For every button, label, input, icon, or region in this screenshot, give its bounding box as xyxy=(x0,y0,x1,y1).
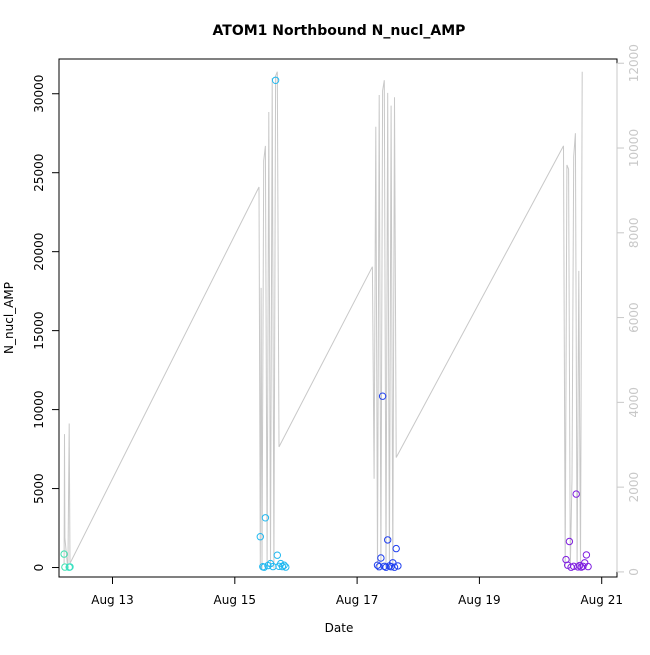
x-tick-label: Aug 15 xyxy=(214,593,257,607)
data-point xyxy=(390,563,399,571)
data-point xyxy=(373,561,382,569)
x-tick-label: Aug 21 xyxy=(580,593,623,607)
data-point xyxy=(282,563,290,571)
data-point xyxy=(280,561,288,569)
data-point xyxy=(66,563,74,571)
series-line xyxy=(63,71,583,571)
data-point xyxy=(271,76,280,85)
y2-tick-label: 4000 xyxy=(627,387,641,418)
points-layer xyxy=(60,76,592,571)
y-tick-label: 25000 xyxy=(32,154,46,192)
data-point xyxy=(582,551,591,559)
data-point xyxy=(278,562,287,571)
data-point xyxy=(378,392,387,400)
y2-tick-label: 2000 xyxy=(627,472,641,503)
y2-tick-label: 10000 xyxy=(627,129,641,167)
y-tick-label: 15000 xyxy=(32,312,46,350)
data-point xyxy=(382,563,390,571)
data-point xyxy=(377,554,385,562)
data-point xyxy=(61,563,69,571)
data-point xyxy=(261,514,270,522)
x-tick-label: Aug 13 xyxy=(91,593,134,607)
y2-tick-label: 12000 xyxy=(627,44,641,82)
x-axis: Aug 13 Aug 15 Aug 17 Aug 19 Aug 21 xyxy=(91,576,623,607)
y2-tick-label: 8000 xyxy=(627,218,641,249)
y-tick-label: 0 xyxy=(32,564,46,572)
data-point xyxy=(579,562,587,570)
y-axis: 0 5000 10000 15000 20000 25000 30000 xyxy=(32,75,60,572)
y-tick-label: 30000 xyxy=(32,75,46,113)
data-point xyxy=(394,562,402,570)
data-point xyxy=(574,563,582,571)
x-tick-label: Aug 17 xyxy=(336,593,379,607)
data-point xyxy=(565,537,574,546)
data-point xyxy=(260,563,268,571)
y2-tick-label: 0 xyxy=(627,568,641,576)
data-point xyxy=(584,562,592,571)
data-point xyxy=(384,536,392,544)
x-tick-label: Aug 19 xyxy=(458,593,501,607)
y-tick-label: 5000 xyxy=(32,473,46,504)
y-axis-label: N_nucl_AMP xyxy=(2,282,16,354)
y2-tick-label: 6000 xyxy=(627,302,641,333)
x-axis-label: Date xyxy=(325,621,354,635)
data-point xyxy=(392,544,400,553)
y-tick-label: 20000 xyxy=(32,233,46,271)
secondary-line-layer xyxy=(63,71,583,571)
data-point xyxy=(256,533,264,541)
chart-title: ATOM1 Northbound N_nucl_AMP xyxy=(213,23,466,39)
data-point xyxy=(273,551,281,559)
y-tick-label: 10000 xyxy=(32,391,46,429)
data-point xyxy=(572,490,580,498)
data-point xyxy=(60,550,68,558)
y2-axis: 0 2000 4000 6000 8000 10000 12000 xyxy=(616,44,641,576)
